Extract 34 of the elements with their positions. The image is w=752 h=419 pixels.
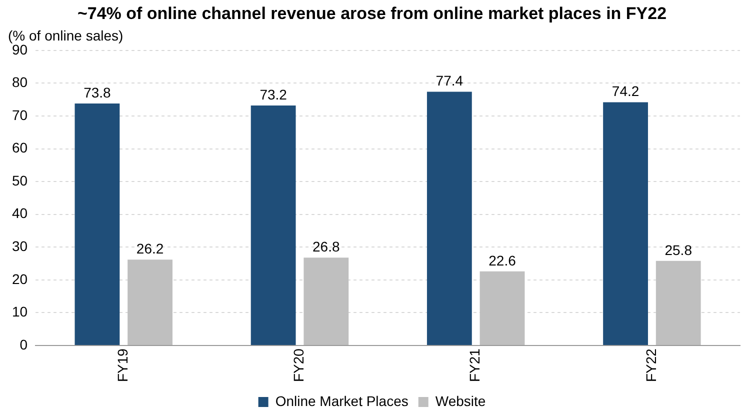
- y-tick-label: 0: [20, 336, 28, 352]
- bar: [480, 271, 525, 346]
- y-tick-label: 60: [12, 140, 28, 156]
- y-tick-label: 30: [12, 238, 28, 254]
- x-tick-label: FY19: [114, 348, 130, 382]
- bar: [426, 92, 472, 346]
- data-label: 73.2: [260, 86, 288, 102]
- y-tick-label: 20: [12, 270, 28, 287]
- data-label: 25.8: [664, 242, 692, 258]
- y-tick-label: 80: [12, 74, 28, 90]
- legend-label: Website: [435, 392, 486, 409]
- chart-title: ~74% of online channel revenue arose from online market places in FY22: [77, 4, 667, 23]
- bar: [128, 260, 172, 346]
- data-label: 74.2: [612, 83, 640, 100]
- legend-label: Online Market Places: [275, 392, 408, 409]
- bar: [603, 102, 648, 346]
- data-label: 26.8: [312, 238, 340, 255]
- x-tick-label: FY21: [466, 348, 483, 382]
- y-tick-label: 10: [12, 304, 28, 320]
- y-axis-title: (% of online sales): [8, 27, 124, 44]
- bar: [74, 104, 120, 346]
- data-label: 77.4: [436, 72, 464, 89]
- bar: [250, 105, 296, 346]
- y-tick-label: 70: [12, 106, 28, 123]
- data-label: 22.6: [488, 252, 516, 268]
- bar: [656, 260, 701, 346]
- y-tick-label: 50: [12, 172, 28, 188]
- data-label: 73.8: [84, 84, 112, 100]
- bar: [304, 258, 349, 346]
- y-tick-label: 90: [12, 41, 28, 58]
- data-label: 26.2: [136, 240, 164, 256]
- y-tick-label: 40: [12, 205, 28, 222]
- x-tick-label: FY20: [290, 348, 307, 382]
- x-tick-label: FY22: [642, 348, 659, 382]
